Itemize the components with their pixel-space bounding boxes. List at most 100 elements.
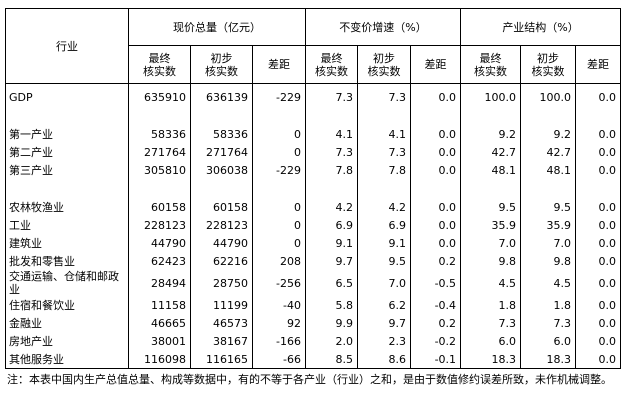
cell-value: 11158	[128, 296, 191, 314]
row-label: 第一产业	[5, 125, 129, 143]
column-header: 差距	[575, 45, 622, 84]
cell-value: 208	[251, 252, 307, 270]
column-header-line: 最终	[148, 51, 171, 65]
spacer-cell	[575, 179, 622, 198]
footnote: 注：本表中国内生产总值总量、构成等数据中，有的不等于各产业（行业）之和，是由于数…	[7, 373, 612, 386]
column-header-line: 最终	[479, 51, 502, 65]
cell-value: 5.8	[305, 296, 359, 314]
cell-value: 7.3	[305, 83, 359, 106]
cell-value: 100.0	[460, 83, 522, 106]
spacer-cell	[128, 106, 191, 125]
cell-value: -256	[251, 270, 307, 296]
column-header-line: 核实数	[474, 64, 508, 78]
cell-value: 271764	[190, 143, 253, 161]
cell-value: -0.1	[410, 350, 462, 369]
cell-value: 635910	[128, 83, 191, 106]
group-header: 不变价增速（%）	[305, 8, 462, 46]
cell-value: 4.5	[520, 270, 577, 296]
row-label: 批发和零售业	[5, 252, 129, 270]
cell-value: 0.0	[575, 350, 622, 369]
spacer-cell	[460, 179, 522, 198]
table-row: 房地产业 38001 38167 -166 2.0 2.3 -0.2 6.0 6.0 0.0	[5, 332, 622, 350]
data-table: 行业 现价总量（亿元） 不变价增速（%） 产业结构（%） 最终 核实数 初步 核实数 差距最…	[5, 8, 622, 369]
cell-value: 0.0	[410, 198, 462, 216]
cell-value: 2.3	[357, 332, 412, 350]
cell-value: 0.0	[575, 83, 622, 106]
cell-value: 6.9	[357, 216, 412, 234]
cell-value: 100.0	[520, 83, 577, 106]
cell-value: 60158	[190, 198, 253, 216]
cell-value: 1.8	[460, 296, 522, 314]
spacer-cell	[251, 179, 307, 198]
cell-value: 0.0	[575, 314, 622, 332]
cell-value: 0	[251, 216, 307, 234]
column-header-line: 核实数	[367, 64, 401, 78]
cell-value: 0.0	[575, 143, 622, 161]
cell-value: 18.3	[460, 350, 522, 369]
cell-value: 28750	[190, 270, 253, 296]
cell-value: 0.0	[575, 270, 622, 296]
cell-value: 0.0	[410, 143, 462, 161]
column-header-line: 核实数	[315, 64, 349, 78]
cell-value: -229	[251, 161, 307, 179]
cell-value: 58336	[128, 125, 191, 143]
cell-value: 48.1	[520, 161, 577, 179]
table-row: 工业 228123 228123 0 6.9 6.9 0.0 35.9 35.9 0.0	[5, 216, 622, 234]
cell-value: 38167	[190, 332, 253, 350]
cell-value: 7.3	[357, 143, 412, 161]
spacer-cell	[520, 179, 577, 198]
spacer-cell	[460, 106, 522, 125]
cell-value: 7.3	[357, 83, 412, 106]
spacer-cell	[520, 106, 577, 125]
spacer-cell	[5, 179, 129, 198]
header-row: 行业 现价总量（亿元） 不变价增速（%） 产业结构（%）	[5, 8, 622, 84]
cell-value: 38001	[128, 332, 191, 350]
spacer-cell	[575, 106, 622, 125]
cell-value: 0	[251, 125, 307, 143]
cell-value: 0	[251, 143, 307, 161]
table-row: 第一产业 58336 58336 0 4.1 4.1 0.0 9.2 9.2 0.0	[5, 125, 622, 143]
cell-value: 42.7	[520, 143, 577, 161]
cell-value: 0.0	[410, 216, 462, 234]
cell-value: 6.2	[357, 296, 412, 314]
cell-value: 4.2	[357, 198, 412, 216]
column-header: 初步 核实数	[190, 45, 253, 84]
row-label: 第二产业	[5, 143, 129, 161]
cell-value: 35.9	[520, 216, 577, 234]
column-header: 初步 核实数	[520, 45, 577, 84]
cell-value: 2.0	[305, 332, 359, 350]
spacer-cell	[357, 106, 412, 125]
cell-value: 7.8	[305, 161, 359, 179]
column-header-line: 最终	[320, 51, 343, 65]
cell-value: 636139	[190, 83, 253, 106]
cell-value: 4.1	[357, 125, 412, 143]
cell-value: 48.1	[460, 161, 522, 179]
column-header: 差距	[251, 45, 307, 84]
cell-value: 9.2	[460, 125, 522, 143]
cell-value: 306038	[190, 161, 253, 179]
cell-value: -0.4	[410, 296, 462, 314]
table-row: 第三产业 305810 306038 -229 7.8 7.8 0.0 48.1 48.1 0.0	[5, 161, 622, 179]
row-label: 房地产业	[5, 332, 129, 350]
cell-value: 0.0	[575, 332, 622, 350]
cell-value: 0.0	[410, 161, 462, 179]
spacer-cell	[305, 106, 359, 125]
cell-value: 42.7	[460, 143, 522, 161]
cell-value: 0.0	[575, 216, 622, 234]
cell-value: 44790	[190, 234, 253, 252]
row-label: 工业	[5, 216, 129, 234]
cell-value: 9.7	[357, 314, 412, 332]
table-container: 行业 现价总量（亿元） 不变价增速（%） 产业结构（%） 最终 核实数 初步 核实数 差距最…	[5, 8, 622, 387]
row-label: GDP	[5, 83, 129, 106]
cell-value: 7.8	[357, 161, 412, 179]
table-row: 建筑业 44790 44790 0 9.1 9.1 0.0 7.0 7.0 0.0	[5, 234, 622, 252]
cell-value: 7.0	[460, 234, 522, 252]
table-row: GDP 635910 636139 -229 7.3 7.3 0.0 100.0 100.0 0.…	[5, 83, 622, 106]
cell-value: 0.0	[575, 198, 622, 216]
cell-value: 9.1	[357, 234, 412, 252]
column-header: 最终 核实数	[305, 45, 359, 84]
spacer-row	[5, 179, 622, 198]
cell-value: 0	[251, 234, 307, 252]
row-label: 金融业	[5, 314, 129, 332]
row-label: 农林牧渔业	[5, 198, 129, 216]
